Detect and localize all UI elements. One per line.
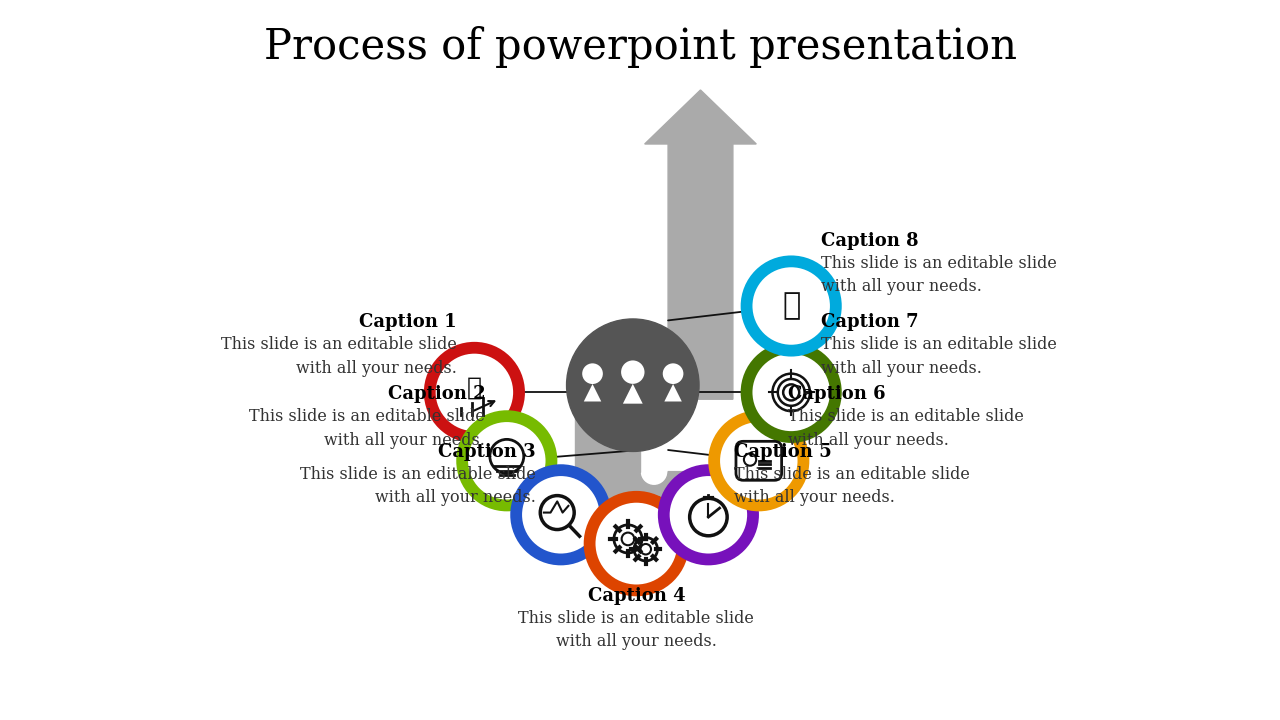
Text: Caption 5: Caption 5 bbox=[733, 443, 831, 461]
Text: Caption 7: Caption 7 bbox=[822, 313, 919, 331]
Circle shape bbox=[462, 416, 552, 505]
Circle shape bbox=[663, 364, 684, 384]
Text: This slide is an editable slide
with all your needs.: This slide is an editable slide with all… bbox=[250, 408, 485, 449]
FancyArrow shape bbox=[645, 90, 756, 399]
Circle shape bbox=[516, 470, 605, 559]
Text: This slide is an editable slide
with all your needs.: This slide is an editable slide with all… bbox=[822, 255, 1057, 295]
Polygon shape bbox=[664, 384, 682, 402]
Text: Caption 3: Caption 3 bbox=[438, 443, 535, 461]
Circle shape bbox=[621, 361, 645, 384]
Circle shape bbox=[664, 470, 753, 559]
Text: This slide is an editable slide
with all your needs.: This slide is an editable slide with all… bbox=[300, 466, 535, 506]
Text: Caption 8: Caption 8 bbox=[822, 232, 919, 250]
Text: Caption 1: Caption 1 bbox=[358, 313, 457, 331]
Text: This slide is an editable slide
with all your needs.: This slide is an editable slide with all… bbox=[518, 610, 754, 650]
Text: 🤝: 🤝 bbox=[782, 292, 800, 320]
Polygon shape bbox=[584, 384, 602, 402]
Text: Process of powerpoint presentation: Process of powerpoint presentation bbox=[264, 26, 1016, 68]
Circle shape bbox=[746, 348, 836, 437]
Text: Caption 4: Caption 4 bbox=[588, 587, 685, 605]
Circle shape bbox=[567, 319, 699, 451]
Text: This slide is an editable slide
with all your needs.: This slide is an editable slide with all… bbox=[733, 466, 969, 506]
Text: This slide is an editable slide
with all your needs.: This slide is an editable slide with all… bbox=[822, 336, 1057, 377]
Wedge shape bbox=[575, 472, 733, 550]
Circle shape bbox=[590, 497, 684, 590]
Text: This slide is an editable slide
with all your needs.: This slide is an editable slide with all… bbox=[787, 408, 1024, 449]
Circle shape bbox=[714, 416, 804, 505]
Circle shape bbox=[430, 348, 520, 437]
Circle shape bbox=[746, 261, 836, 351]
Text: Caption 2: Caption 2 bbox=[388, 385, 485, 403]
Circle shape bbox=[582, 364, 603, 384]
Bar bbox=[575, 360, 640, 472]
Text: This slide is an editable slide
with all your needs.: This slide is an editable slide with all… bbox=[220, 336, 457, 377]
Text: 👥: 👥 bbox=[467, 376, 481, 400]
Text: Caption 6: Caption 6 bbox=[787, 385, 886, 403]
Polygon shape bbox=[623, 384, 643, 404]
